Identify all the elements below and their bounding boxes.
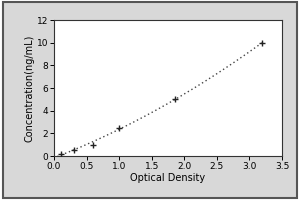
Y-axis label: Concentration(ng/mL): Concentration(ng/mL) bbox=[24, 34, 34, 142]
X-axis label: Optical Density: Optical Density bbox=[130, 173, 206, 183]
